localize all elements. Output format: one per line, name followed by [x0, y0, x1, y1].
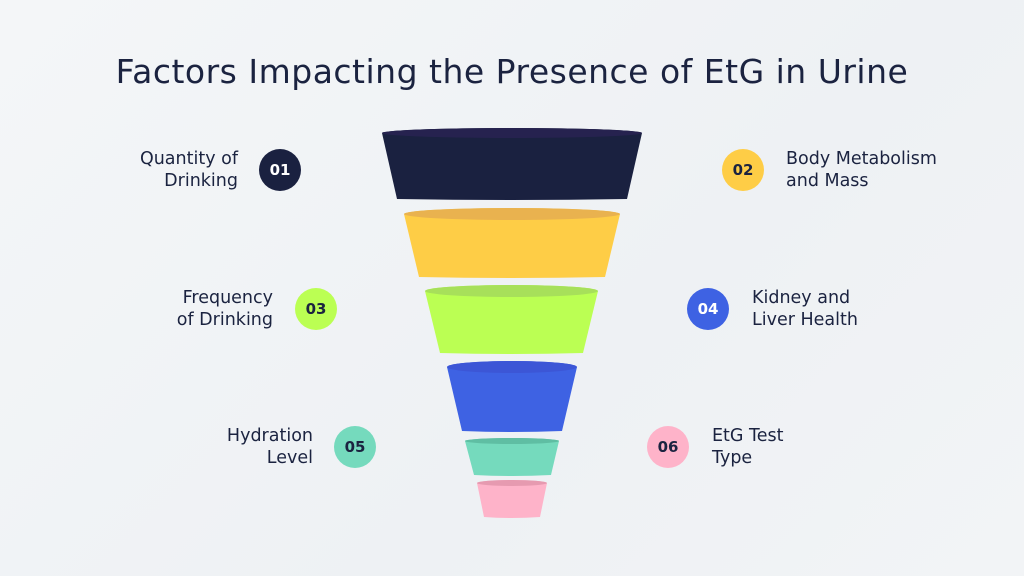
funnel-segment-top [447, 361, 577, 373]
factor-label-line: of Drinking [176, 310, 273, 330]
funnel-segment-03 [425, 285, 598, 354]
factor-label-line: Body Metabolism [786, 149, 937, 169]
factor-badge-05: 05 [334, 426, 376, 468]
funnel-segment-top [465, 438, 559, 444]
factor-label-line: Drinking [164, 171, 238, 191]
funnel-segment-01 [382, 128, 642, 200]
funnel-segment-04 [447, 361, 577, 432]
factor-label-line: Quantity of [139, 149, 238, 169]
funnel-segment-top [382, 128, 642, 138]
factor-label-06: EtG Test Type [712, 425, 784, 469]
factor-badge-04: 04 [687, 288, 729, 330]
factor-label-02: Body Metabolism and Mass [786, 148, 937, 192]
factor-label-03: Frequency of Drinking [0, 287, 273, 331]
factor-label-line: Type [712, 448, 753, 468]
factor-badge-03: 03 [295, 288, 337, 330]
factor-label-line: Liver Health [752, 310, 858, 330]
factor-label-01: Quantity of Drinking [0, 148, 238, 192]
factor-label-line: and Mass [786, 171, 869, 191]
factor-label-line: Kidney and [752, 288, 851, 308]
factor-label-line: Frequency [182, 288, 273, 308]
funnel-segment-05 [465, 438, 559, 476]
factor-badge-02: 02 [722, 149, 764, 191]
factor-label-04: Kidney and Liver Health [752, 287, 858, 331]
funnel-segment-06 [477, 480, 547, 518]
funnel-segment-02 [404, 208, 620, 278]
factor-label-line: Hydration [226, 426, 313, 446]
factor-badge-01: 01 [259, 149, 301, 191]
factor-label-line: EtG Test [712, 426, 784, 446]
funnel-segment-top [404, 208, 620, 220]
factor-label-line: Level [266, 448, 313, 468]
funnel-segment-top [477, 480, 547, 486]
factor-badge-06: 06 [647, 426, 689, 468]
factor-label-05: Hydration Level [0, 425, 313, 469]
page-title: Factors Impacting the Presence of EtG in… [115, 52, 909, 91]
funnel-segment-top [425, 285, 598, 297]
